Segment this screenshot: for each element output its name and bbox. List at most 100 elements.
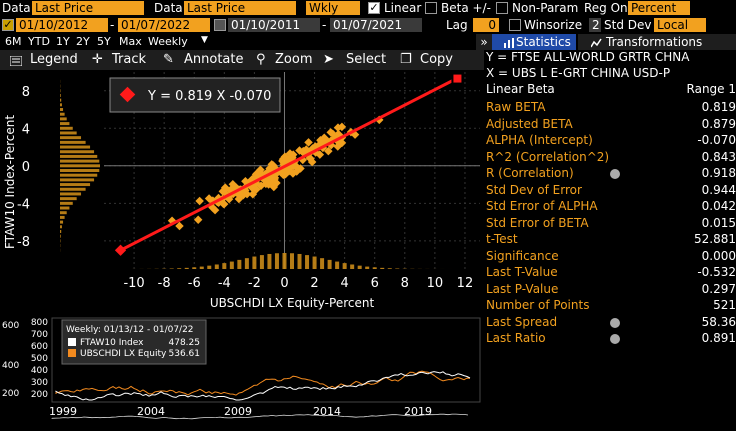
stat-row: Std Dev of Error 0.944	[486, 183, 736, 200]
range-ytd[interactable]: YTD	[28, 35, 50, 48]
scatter-point	[242, 189, 252, 199]
history-chart[interactable]: 600 400 200 800 700 600 500 400 300 200 1999 2004…	[0, 316, 484, 431]
x-tick-label: 2	[310, 276, 318, 291]
data-field-2[interactable]: Last Price	[184, 1, 296, 15]
range1-checkbox[interactable]	[2, 19, 14, 31]
distribution-bar	[214, 264, 219, 269]
select-button[interactable]: Select	[346, 52, 387, 67]
beta-checkbox[interactable]	[425, 2, 437, 14]
winsorize-input[interactable]: 2	[589, 18, 601, 32]
stat-label: Last Ratio	[486, 331, 546, 345]
stat-value: 58.36	[701, 314, 736, 329]
pencil-icon: ✎	[163, 52, 174, 67]
distribution-bar	[380, 267, 385, 269]
stat-value: -0.070	[697, 133, 736, 147]
stat-row: R (Correlation) 0.918	[486, 166, 736, 183]
distribution-bar	[335, 261, 340, 269]
distribution-bar	[237, 259, 242, 269]
scatter-point	[175, 221, 184, 231]
outer-y-tick: 400	[2, 361, 19, 371]
tab-transformations[interactable]: Transformations	[578, 34, 736, 50]
zoom-button[interactable]: Zoom	[275, 52, 313, 67]
date-end-1[interactable]: 01/07/2022	[118, 18, 210, 32]
distribution-bar	[60, 103, 62, 107]
distribution-bar	[252, 256, 257, 269]
settings-icon[interactable]	[610, 317, 620, 328]
linear-label: Linear	[384, 1, 422, 15]
scatter-point	[193, 215, 203, 224]
scatter-point	[288, 150, 298, 159]
range-1y[interactable]: 1Y	[56, 35, 70, 48]
date-start-2[interactable]: 01/10/2011	[228, 18, 320, 32]
settings-icon[interactable]	[610, 169, 620, 179]
legend-button[interactable]: Legend	[30, 52, 78, 67]
distribution-bar	[60, 187, 86, 191]
lag-input[interactable]: 0	[473, 18, 499, 32]
copy-icon: ❐	[400, 52, 412, 67]
legend-swatch-ubs	[68, 349, 76, 357]
inner-y-tick: 600	[31, 342, 48, 352]
expand-panel-icon[interactable]: »	[476, 34, 492, 50]
distribution-bar	[184, 267, 189, 269]
frequency-select[interactable]: Weekly	[148, 35, 188, 48]
scatter-point	[256, 165, 265, 174]
history-x-tick: 1999	[49, 405, 77, 418]
stddev-select[interactable]: Local	[654, 18, 706, 32]
stat-label: Last T-Value	[486, 265, 558, 279]
chevron-down-icon[interactable]: ▼	[201, 35, 208, 45]
tab-transformations-label: Transformations	[606, 35, 703, 49]
range-max[interactable]: Max	[119, 35, 142, 48]
range2-checkbox[interactable]	[214, 19, 226, 31]
history-x-tick: 2009	[224, 405, 252, 418]
distribution-bar	[60, 131, 77, 135]
settings-icon[interactable]	[610, 334, 620, 344]
distribution-bar	[192, 267, 197, 269]
regression-line	[119, 76, 459, 252]
annotate-button[interactable]: Annotate	[184, 52, 244, 67]
data-field-1[interactable]: Last Price	[32, 1, 144, 15]
lag-label: Lag	[446, 18, 468, 32]
y-tick-label: -8	[17, 235, 30, 250]
stat-label: Raw BETA	[486, 100, 546, 114]
stat-value: 0.015	[701, 215, 736, 230]
distribution-bar	[207, 265, 212, 269]
latest-point-marker	[451, 72, 464, 85]
range-5y[interactable]: 5Y	[97, 35, 111, 48]
distribution-bar	[60, 183, 91, 187]
distribution-bar	[60, 126, 73, 130]
history-legend-title: Weekly: 01/13/12 - 01/07/22	[66, 325, 194, 335]
range-2y[interactable]: 2Y	[76, 35, 90, 48]
zoom-icon: ⚲	[256, 52, 266, 67]
date-end-2[interactable]: 01/07/2021	[330, 18, 422, 32]
copy-button[interactable]: Copy	[420, 52, 453, 67]
distribution-bar	[60, 136, 82, 140]
scatter-chart[interactable]: -10 -8 -6 -4 -2 0 2 4 6 8 10 12 8 4 0 -4 -8 FTAW10 Inde…	[0, 70, 484, 310]
inner-y-tick: 400	[31, 366, 48, 376]
distribution-bar	[282, 253, 287, 269]
distribution-bar	[60, 192, 82, 196]
stat-label: Last Spread	[486, 314, 558, 329]
y-tick-label: -4	[17, 197, 30, 212]
stat-row: Adjusted BETA 0.879	[486, 117, 736, 134]
track-button[interactable]: Track	[112, 52, 147, 67]
x-tick-label: 12	[457, 276, 474, 291]
history-legend: Weekly: 01/13/12 - 01/07/22 FTAW10 Index…	[61, 319, 207, 365]
stat-row: Raw BETA 0.819	[486, 100, 736, 117]
nonparam-checkbox[interactable]	[496, 2, 508, 14]
stat-value: 0.918	[701, 166, 736, 180]
stat-label: Std Dev of Error	[486, 182, 582, 197]
distribution-bar	[60, 140, 86, 144]
equation-box: Y = 0.819 X -0.070	[109, 77, 281, 113]
reg-on-select[interactable]: Percent	[628, 1, 690, 15]
legend-name-ubs: UBSCHDI LX Equity	[80, 349, 167, 359]
history-x-tick: 2004	[137, 405, 165, 418]
distribution-bar	[60, 112, 65, 116]
distribution-bar	[222, 263, 227, 269]
distribution-bar	[60, 117, 67, 121]
period-select[interactable]: Wkly	[306, 1, 360, 15]
date-start-1[interactable]: 01/10/2012	[16, 18, 108, 32]
range-6m[interactable]: 6M	[5, 35, 22, 48]
linear-checkbox[interactable]	[368, 2, 380, 14]
winsorize-checkbox[interactable]	[509, 19, 521, 31]
series-line-long-history	[51, 413, 469, 420]
